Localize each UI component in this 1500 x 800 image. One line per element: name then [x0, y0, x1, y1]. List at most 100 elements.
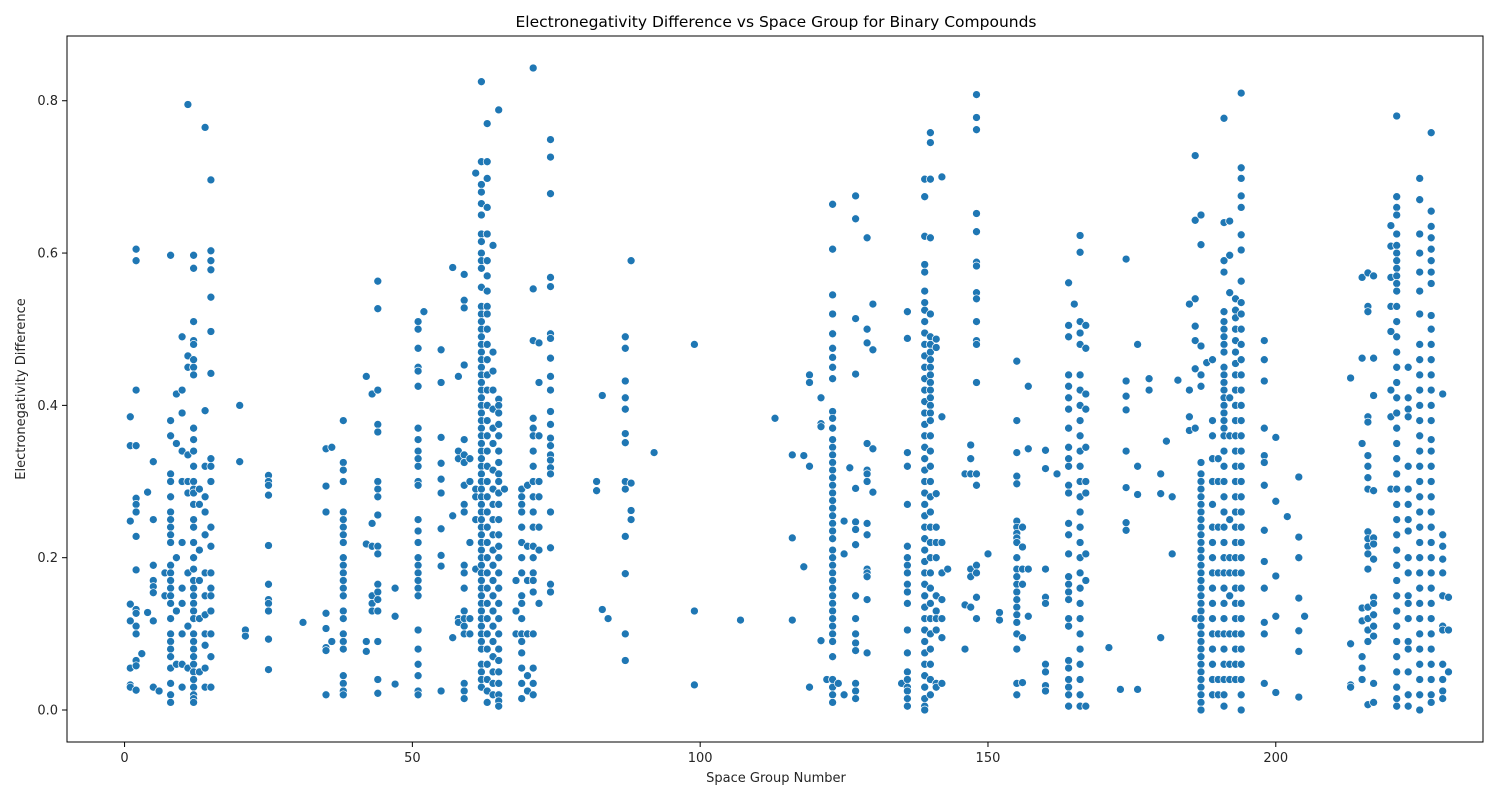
data-point: [851, 638, 860, 648]
data-point: [166, 629, 175, 639]
data-point: [1403, 526, 1413, 536]
data-point: [1392, 362, 1402, 372]
data-point: [200, 640, 210, 650]
data-point: [920, 545, 930, 555]
data-point: [1023, 611, 1033, 621]
data-point: [1415, 492, 1425, 502]
data-point: [1392, 393, 1402, 403]
data-point: [1075, 231, 1085, 240]
data-point: [494, 458, 504, 467]
data-point: [528, 568, 538, 578]
data-point: [321, 481, 331, 491]
data-point: [1075, 461, 1085, 471]
data-point: [465, 614, 475, 623]
data-point: [1190, 364, 1200, 374]
data-point: [477, 393, 486, 403]
data-point: [1219, 477, 1229, 486]
data-point: [1167, 549, 1177, 559]
data-point: [1064, 675, 1073, 684]
data-point: [494, 568, 504, 578]
data-point: [1236, 644, 1246, 654]
data-point: [1392, 263, 1402, 273]
data-point: [1294, 472, 1304, 482]
data-point: [1196, 690, 1206, 700]
data-point: [920, 705, 930, 715]
data-point: [1426, 128, 1436, 138]
data-point: [1075, 370, 1085, 380]
data-point: [482, 477, 492, 486]
data-point: [1444, 625, 1453, 635]
data-point: [189, 522, 198, 532]
data-point: [1294, 647, 1304, 656]
data-point: [482, 340, 492, 349]
data-point: [1357, 273, 1367, 282]
data-point: [517, 492, 527, 502]
data-point: [1426, 614, 1436, 623]
data-point: [1438, 530, 1448, 540]
data-point: [1196, 629, 1206, 639]
data-point: [1236, 477, 1246, 486]
data-point: [1426, 538, 1436, 547]
data-point: [828, 413, 837, 423]
data-point: [477, 545, 486, 555]
data-point: [1196, 507, 1206, 517]
data-point: [1259, 525, 1269, 535]
data-point: [206, 541, 216, 551]
data-point: [920, 500, 930, 509]
data-point: [903, 648, 912, 658]
data-point: [649, 448, 659, 457]
data-point: [937, 172, 947, 182]
data-point: [620, 438, 630, 448]
data-point: [1236, 705, 1246, 715]
data-point: [166, 679, 175, 688]
data-point: [770, 413, 780, 423]
data-point: [1208, 644, 1217, 654]
data-point: [131, 621, 141, 631]
data-point: [206, 369, 216, 378]
data-point: [1415, 583, 1425, 593]
data-point: [851, 525, 860, 534]
data-point: [1426, 568, 1436, 578]
data-point: [1219, 385, 1229, 395]
data-point: [1219, 113, 1229, 123]
data-point: [494, 614, 504, 623]
data-point: [413, 690, 423, 700]
data-point: [1012, 644, 1022, 654]
data-point: [1075, 629, 1085, 639]
data-point: [200, 123, 210, 132]
data-point: [1236, 416, 1246, 425]
data-point: [1236, 629, 1246, 639]
data-point: [1259, 557, 1269, 566]
data-point: [1236, 309, 1246, 319]
data-point: [125, 599, 135, 609]
data-point: [482, 507, 492, 517]
data-point: [828, 496, 837, 505]
data-point: [206, 591, 216, 601]
data-point: [264, 606, 273, 616]
data-point: [488, 347, 498, 357]
data-point: [1392, 111, 1402, 121]
data-point: [338, 522, 348, 532]
data-point: [1012, 356, 1022, 366]
data-point: [1012, 602, 1022, 612]
data-point: [828, 423, 837, 433]
data-point: [1386, 221, 1396, 230]
data-point: [1426, 583, 1436, 593]
data-point: [1346, 373, 1355, 383]
data-point: [805, 370, 814, 380]
data-point: [166, 469, 175, 479]
data-point: [189, 564, 198, 574]
data-point: [338, 606, 348, 616]
data-point: [1219, 347, 1229, 357]
data-point: [851, 369, 860, 379]
data-point: [1064, 454, 1073, 464]
x-axis-label: Space Group Number: [706, 771, 846, 786]
data-point: [1415, 431, 1425, 441]
data-point: [436, 433, 446, 442]
data-point: [459, 360, 469, 370]
data-point: [1075, 568, 1085, 578]
data-point: [1041, 564, 1050, 574]
data-point: [851, 686, 860, 696]
data-point: [235, 401, 245, 410]
data-point: [494, 105, 504, 115]
